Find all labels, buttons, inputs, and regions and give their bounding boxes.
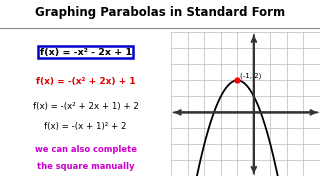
Text: f(x) = -(x² + 2x + 1) + 2: f(x) = -(x² + 2x + 1) + 2 (33, 102, 139, 111)
Text: we can also complete: we can also complete (35, 145, 137, 154)
Text: Graphing Parabolas in Standard Form: Graphing Parabolas in Standard Form (35, 6, 285, 19)
Text: f(x) = -x² - 2x + 1: f(x) = -x² - 2x + 1 (40, 48, 132, 57)
Text: (-1, 2): (-1, 2) (240, 72, 261, 79)
Text: f(x) = -(x² + 2x) + 1: f(x) = -(x² + 2x) + 1 (36, 77, 135, 86)
Text: the square manually: the square manually (37, 162, 134, 171)
Text: f(x) = -(x + 1)² + 2: f(x) = -(x + 1)² + 2 (44, 122, 127, 130)
